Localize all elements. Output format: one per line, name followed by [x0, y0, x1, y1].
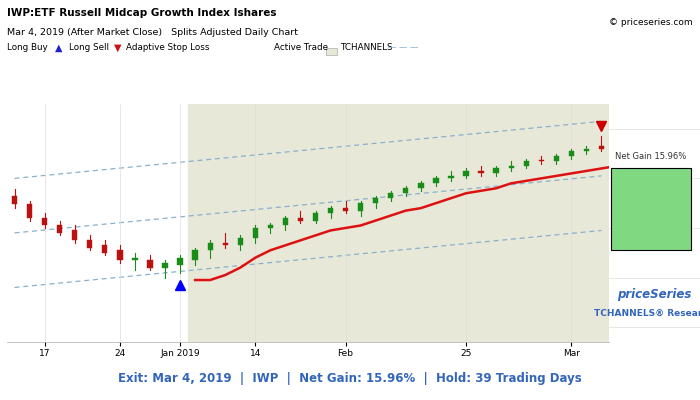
Bar: [611, 168, 691, 250]
Text: Exit: Mar 4, 2019  |  IWP  |  Net Gain: 15.96%  |  Hold: 39 Trading Days: Exit: Mar 4, 2019 | IWP | Net Gain: 15.9…: [118, 372, 582, 385]
Bar: [193, 250, 198, 260]
Bar: [177, 258, 183, 265]
Bar: [313, 213, 319, 220]
Bar: [328, 208, 333, 213]
Text: Active Trade: Active Trade: [274, 44, 328, 52]
Text: Adaptive Stop Loss: Adaptive Stop Loss: [126, 44, 209, 52]
Text: Long Buy: Long Buy: [7, 44, 48, 52]
Bar: [494, 168, 499, 174]
Bar: [524, 161, 529, 166]
Bar: [418, 183, 424, 188]
Bar: [253, 228, 258, 238]
Bar: [584, 149, 589, 151]
Bar: [132, 258, 138, 260]
Bar: [223, 243, 228, 245]
Bar: [568, 151, 574, 156]
Text: © priceseries.com: © priceseries.com: [610, 18, 693, 27]
Text: IWP:ETF Russell Midcap Growth Index Ishares: IWP:ETF Russell Midcap Growth Index Isha…: [7, 8, 276, 18]
Bar: [373, 198, 379, 203]
Bar: [283, 218, 288, 226]
Bar: [87, 240, 92, 248]
Text: Mar 4, 2019 (After Market Close)   Splits Adjusted Daily Chart: Mar 4, 2019 (After Market Close) Splits …: [7, 28, 298, 37]
Bar: [403, 188, 409, 193]
Bar: [478, 171, 484, 174]
Bar: [538, 160, 544, 161]
Bar: [267, 226, 273, 228]
Text: TCHANNELS: TCHANNELS: [340, 44, 393, 52]
Bar: [237, 238, 243, 245]
Bar: [42, 218, 48, 226]
Bar: [388, 193, 393, 198]
Bar: [508, 166, 514, 168]
Bar: [343, 208, 349, 211]
Bar: [12, 196, 18, 204]
Text: priceSeries: priceSeries: [617, 288, 692, 301]
Bar: [433, 178, 439, 183]
Bar: [358, 203, 363, 211]
Text: ▲: ▲: [55, 43, 62, 53]
Bar: [554, 156, 559, 161]
Bar: [598, 146, 604, 149]
Text: TCHANNELS® Research: TCHANNELS® Research: [594, 309, 700, 318]
Text: Net Gain 15.96%: Net Gain 15.96%: [615, 152, 687, 161]
Bar: [102, 245, 108, 253]
Bar: [57, 226, 62, 233]
Bar: [298, 218, 303, 220]
Bar: [448, 176, 454, 178]
Bar: [188, 104, 609, 342]
Bar: [27, 204, 32, 218]
Bar: [207, 243, 213, 250]
Text: Long Sell: Long Sell: [69, 44, 108, 52]
Text: ▼: ▼: [114, 43, 122, 53]
Text: — — —: — — —: [388, 44, 418, 52]
Bar: [463, 171, 469, 176]
Bar: [72, 230, 78, 240]
Bar: [162, 263, 168, 268]
Bar: [117, 250, 122, 260]
Bar: [147, 260, 153, 268]
